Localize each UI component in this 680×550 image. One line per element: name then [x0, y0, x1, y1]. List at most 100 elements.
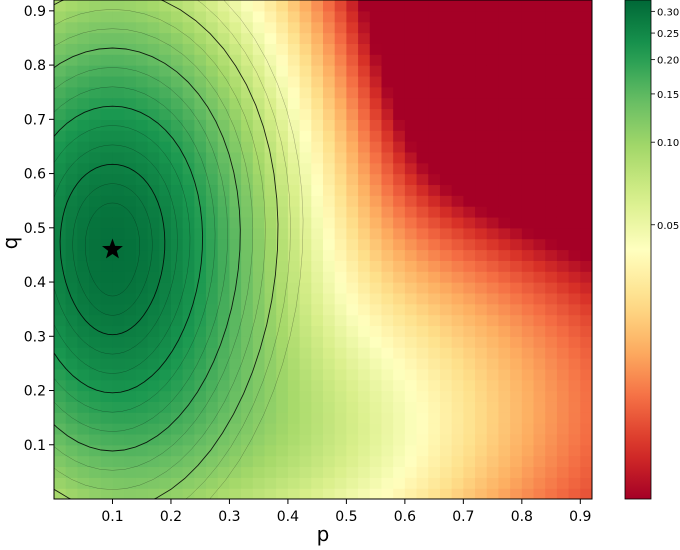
heatmap-cell [416, 347, 429, 359]
heatmap-cell [252, 43, 266, 55]
heatmap-cell [323, 271, 336, 283]
heatmap-cell [381, 260, 394, 272]
heatmap-cell [498, 444, 511, 457]
heatmap-cell [580, 390, 592, 402]
heatmap-cell [54, 401, 67, 413]
heatmap-cell [124, 195, 137, 207]
heatmap-cell [451, 401, 464, 413]
heatmap-cell [112, 423, 125, 435]
heatmap-cell [428, 195, 441, 207]
heatmap-cell [159, 10, 172, 23]
heatmap-cell [217, 162, 231, 175]
heatmap-cell [439, 43, 453, 55]
heatmap-cell [311, 43, 324, 55]
heatmap-cell [89, 357, 102, 370]
y-tick-label: 0.3 [24, 329, 46, 345]
heatmap-cell [252, 184, 266, 196]
heatmap-cell [580, 292, 592, 305]
heatmap-cell [311, 368, 324, 381]
x-tick-label: 0.8 [511, 509, 533, 525]
x-tick-label: 0.6 [394, 509, 416, 525]
heatmap-cell [323, 412, 336, 424]
heatmap-cell [77, 379, 90, 392]
heatmap-cell [124, 347, 137, 359]
heatmap-cell [358, 195, 371, 207]
heatmap-cell [276, 368, 289, 381]
heatmap-cell [100, 32, 114, 44]
heatmap-cell [381, 401, 394, 413]
heatmap-cell [252, 216, 266, 229]
heatmap-cell [112, 488, 125, 499]
heatmap-cell [369, 433, 383, 446]
heatmap-cell [475, 379, 488, 392]
heatmap-cell [510, 151, 523, 164]
heatmap-cell [580, 379, 592, 392]
heatmap-cell [229, 444, 242, 457]
heatmap-cell [393, 282, 406, 294]
heatmap-cell [404, 130, 418, 142]
heatmap-cell [556, 282, 570, 294]
heatmap-cell [65, 141, 78, 153]
heatmap-cell [264, 292, 277, 305]
heatmap-cell [264, 379, 277, 392]
heatmap-cell [346, 271, 359, 283]
heatmap-cell [334, 433, 347, 446]
heatmap-cell [170, 488, 184, 499]
heatmap-cell [486, 477, 500, 489]
heatmap-cell [568, 75, 581, 88]
heatmap-cell [135, 336, 149, 348]
heatmap-cell [463, 130, 476, 142]
heatmap-cell [147, 10, 160, 23]
heatmap-cell [404, 238, 418, 251]
heatmap-cell [463, 173, 476, 186]
heatmap-cell [428, 260, 441, 272]
heatmap-cell [89, 206, 102, 218]
heatmap-cell [510, 401, 523, 413]
heatmap-cell [498, 141, 511, 153]
heatmap-cell [229, 54, 242, 66]
heatmap-cell [556, 357, 570, 370]
heatmap-cell [475, 368, 488, 381]
heatmap-cell [100, 130, 114, 142]
heatmap-cell [439, 303, 453, 316]
heatmap-cell [77, 488, 90, 499]
heatmap-cell [54, 412, 67, 424]
heatmap-cell [510, 32, 523, 44]
heatmap-cell [182, 347, 195, 359]
heatmap-cell [65, 75, 78, 88]
heatmap-cell [521, 271, 535, 283]
heatmap-cell [54, 249, 67, 261]
heatmap-cell [416, 423, 429, 435]
heatmap-cell [241, 357, 254, 370]
heatmap-cell [358, 206, 371, 218]
heatmap-cell [346, 477, 359, 489]
heatmap-cell [463, 444, 476, 457]
heatmap-cell [498, 347, 511, 359]
heatmap-cell [475, 151, 488, 164]
heatmap-cell [135, 32, 149, 44]
heatmap-cell [358, 368, 371, 381]
heatmap-cell [556, 368, 570, 381]
heatmap-cell [556, 401, 570, 413]
heatmap-cell [498, 206, 511, 218]
heatmap-cell [334, 97, 347, 110]
heatmap-cell [428, 86, 441, 99]
heatmap-cell [580, 173, 592, 186]
heatmap-cell [475, 86, 488, 99]
heatmap-cell [463, 141, 476, 153]
heatmap-cell [486, 130, 500, 142]
heatmap-cell [65, 32, 78, 44]
heatmap-cell [170, 347, 184, 359]
heatmap-cell [147, 379, 160, 392]
heatmap-cell [568, 357, 581, 370]
heatmap-cell [287, 119, 301, 131]
heatmap-cell [229, 249, 242, 261]
heatmap-cell [159, 347, 172, 359]
heatmap-cell [264, 108, 277, 120]
heatmap-cell [252, 423, 266, 435]
heatmap-cell [276, 54, 289, 66]
heatmap-cell [276, 390, 289, 402]
heatmap-cell [463, 75, 476, 88]
heatmap-cell [498, 390, 511, 402]
heatmap-cell [323, 303, 336, 316]
